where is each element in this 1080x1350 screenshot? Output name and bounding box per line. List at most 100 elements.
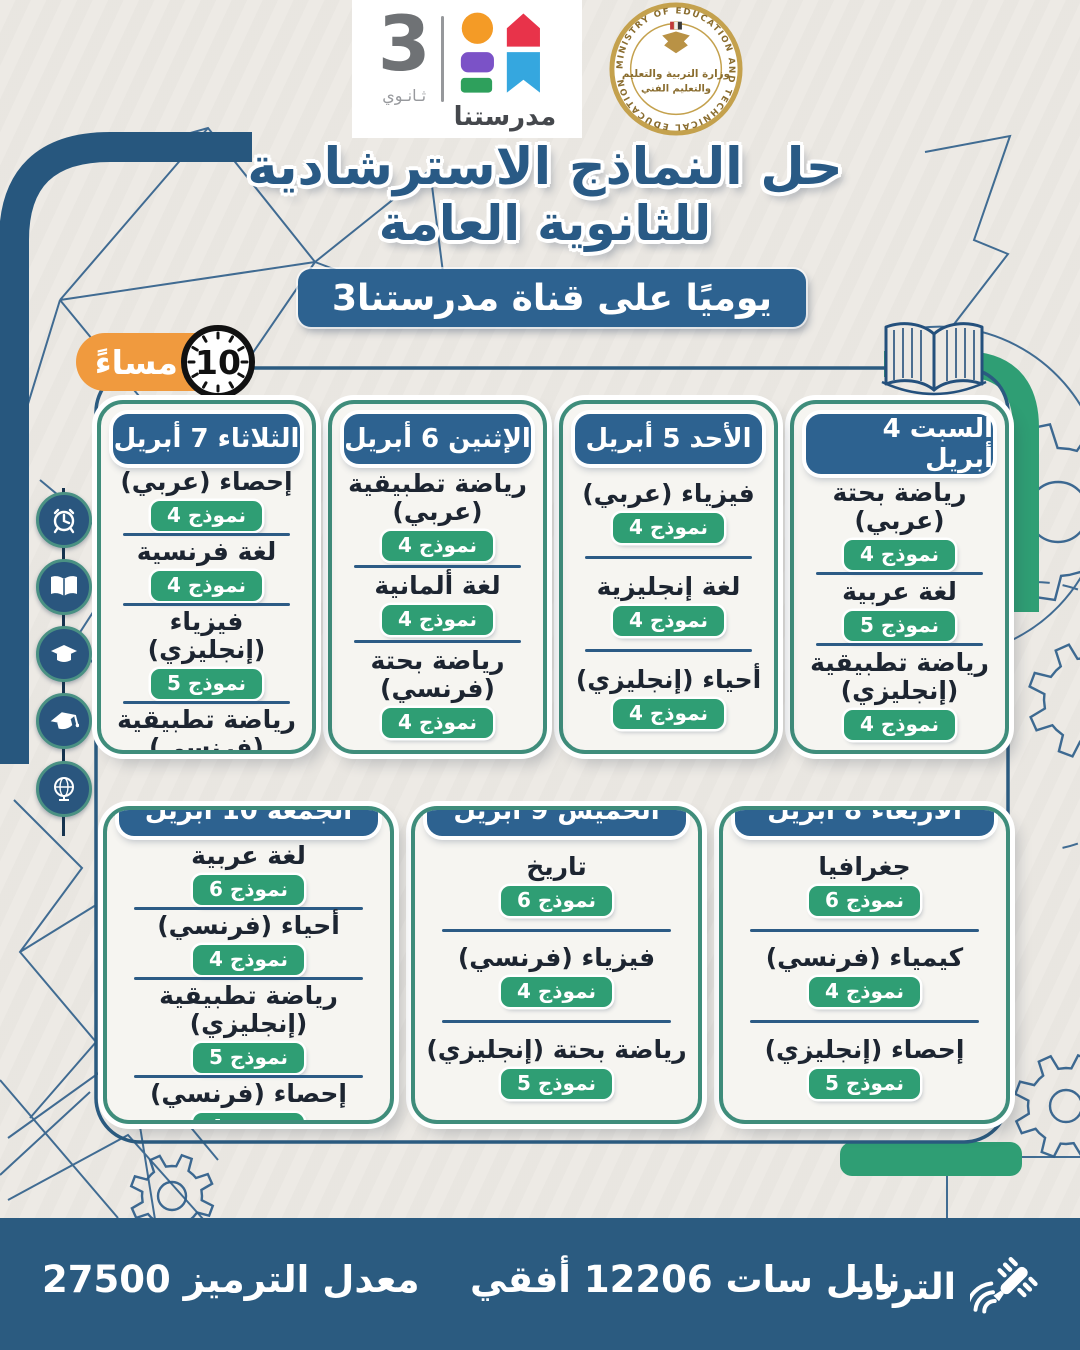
day-label: الثلاثاء 7 أبريل: [113, 424, 300, 454]
subject-name: فيزياء (فرنسي): [457, 943, 656, 973]
symbol-rate-value: معدل الترميز 27500: [42, 1258, 420, 1301]
frequency-value: نايل سات 12206 أفقي: [470, 1258, 901, 1301]
subject-name: رياضة بحتة (عربي): [832, 477, 967, 535]
subject: فيزياء (فرنسي) نموذج 4: [423, 943, 690, 1008]
subject-name: رياضة تطبيقية (إنجليزي): [159, 981, 338, 1038]
subject: إحصاء (إنجليزي) نموذج 5: [731, 1035, 998, 1100]
subject-name: إحصاء (فرنسي): [150, 1079, 347, 1108]
subject-divider: [133, 907, 364, 910]
graduation-cap-icon: [36, 626, 92, 682]
subject-name: رياضة بحتة (إنجليزي): [426, 1035, 687, 1065]
day-card: الأحد 5 أبريل فيزياء (عربي) نموذج 4 لغة إنج…: [559, 400, 778, 754]
subject-list: لغة عربية نموذج 6 أحياء (فرنسي) نموذج 4 رياض…: [107, 838, 390, 1120]
logo-mark-column: مدرستنا: [454, 8, 556, 132]
day-label: الجمعة 10 أبريل: [144, 806, 353, 826]
day-card: الخميس 9 أبريل تاريخ نموذج 6 فيزياء (فرنسي)…: [411, 806, 702, 1124]
subject-name: لغة فرنسية: [136, 537, 277, 566]
subject: رياضة بحتة (إنجليزي) نموذج 5: [423, 1035, 690, 1100]
model-badge: نموذج 6: [808, 885, 921, 916]
model-badge: نموذج 4: [192, 1113, 305, 1120]
channel-logo: 3 ثـانـوي مدرستنا: [352, 0, 582, 138]
model-badge: نموذج 4: [612, 512, 725, 543]
subject-name: أحياء (فرنسي): [157, 911, 340, 940]
schedule-frame: [94, 366, 1010, 1144]
subject: رياضة تطبيقية (عربي) نموذج 4: [340, 469, 535, 562]
day-label: الأحد 5 أبريل: [585, 424, 752, 454]
subject: رياضة بحتة (فرنسي) نموذج 4: [340, 646, 535, 738]
subject-divider: [584, 556, 753, 559]
globe-icon: [36, 761, 92, 817]
subject-name: إحصاء (عربي): [120, 467, 293, 496]
day-card: الأربعاء 8 أبريل جغرافيا نموذج 6 كيمياء (فر…: [719, 806, 1010, 1124]
day-label: السبت 4 أبريل: [882, 414, 993, 474]
day-card: الإثنين 6 أبريل رياضة تطبيقية (عربي) نموذج…: [328, 400, 547, 754]
time-period-label: مساءً: [94, 342, 178, 382]
model-badge: نموذج 5: [500, 1069, 613, 1100]
subject: كيمياء (فرنسي) نموذج 4: [731, 944, 998, 1008]
green-accent-bottom-right: [840, 1142, 1022, 1176]
day-header: الأحد 5 أبريل: [575, 414, 762, 464]
logo-grade-column: 3 ثـانـوي: [378, 5, 431, 105]
subject: رياضة تطبيقية (إنجليزي) نموذج 4: [802, 648, 997, 740]
seal-arabic-line2: والتعليم الفني: [641, 84, 711, 95]
subject: لغة عربية نموذج 6: [115, 842, 382, 905]
model-badge: نموذج 6: [500, 885, 613, 916]
subject: رياضة بحتة (عربي) نموذج 4: [802, 477, 997, 570]
subject: لغة ألمانية نموذج 4: [340, 572, 535, 636]
corner-frame-top-left: [0, 132, 252, 764]
day-label: الإثنين 6 أبريل: [344, 424, 531, 454]
day-header: الإثنين 6 أبريل: [344, 414, 531, 464]
subject-name: رياضة تطبيقية (فرنسي): [117, 705, 296, 754]
subject: لغة عربية نموذج 5: [802, 577, 997, 641]
subject: لغة إنجليزية نموذج 4: [571, 572, 766, 636]
model-badge: نموذج 4: [808, 977, 921, 1008]
subject-list: رياضة بحتة (عربي) نموذج 4 لغة عربية نموذج 5…: [794, 474, 1005, 750]
subject-list: فيزياء (عربي) نموذج 4 لغة إنجليزية نموذج 4 أ…: [563, 464, 774, 750]
subject: إحصاء (عربي) نموذج 4: [109, 468, 304, 531]
satellite-icon: [970, 1256, 1038, 1314]
model-badge: نموذج 4: [843, 539, 956, 570]
ministry-seal: MINISTRY OF EDUCATION AND TECHNICAL EDUC…: [609, 2, 743, 136]
footer-frequency-label-group: التردد: [856, 1252, 1044, 1322]
subject: تاريخ نموذج 6: [423, 852, 690, 916]
day-label: الأربعاء 8 أبريل: [767, 806, 962, 826]
model-badge: نموذج 4: [612, 698, 725, 729]
model-badge: نموذج 6: [192, 875, 305, 905]
broadcast-time: مساءً 10: [76, 325, 260, 399]
day-header: الجمعة 10 أبريل: [119, 806, 378, 836]
frequency-label: التردد: [856, 1266, 956, 1308]
subject-divider: [133, 977, 364, 980]
subject-divider: [815, 572, 984, 575]
day-header: الأربعاء 8 أبريل: [735, 806, 994, 836]
title-line1: حل النماذج الاسترشادية: [247, 138, 843, 197]
day-card: الجمعة 10 أبريل لغة عربية نموذج 6 أحياء (فر…: [103, 806, 394, 1124]
alarm-clock-icon: [36, 492, 92, 548]
subject-name: إحصاء (إنجليزي): [764, 1035, 965, 1065]
day-header: الخميس 9 أبريل: [427, 810, 686, 836]
sidebar-icons: [36, 488, 92, 836]
subject-name: أحياء (إنجليزي): [575, 664, 762, 694]
madrasetna-logo-icon: [460, 12, 540, 93]
subject: إحصاء (فرنسي) نموذج 4: [115, 1079, 382, 1120]
subject-list: رياضة تطبيقية (عربي) نموذج 4 لغة ألمانية نم…: [332, 464, 543, 750]
subject-divider: [353, 639, 522, 643]
day-header: الثلاثاء 7 أبريل: [113, 414, 300, 464]
model-badge: نموذج 4: [192, 945, 305, 975]
model-badge: نموذج 5: [808, 1069, 921, 1100]
schedule-row-top: السبت 4 أبريل رياضة بحتة (عربي) نموذج 4 لغة…: [96, 400, 1009, 754]
graduation-cap-tilted-icon: [36, 693, 92, 749]
subject: جغرافيا نموذج 6: [731, 851, 998, 916]
subject-divider: [749, 928, 980, 932]
subject-divider: [815, 643, 984, 646]
egypt-eagle-icon: [662, 21, 690, 54]
subject: فيزياء (إنجليزي) نموذج 5: [109, 608, 304, 699]
model-badge: نموذج 4: [843, 709, 956, 740]
model-badge: نموذج 4: [381, 605, 494, 636]
subject-name: فيزياء (عربي): [582, 478, 755, 508]
subject-name: جغرافيا: [818, 851, 911, 881]
model-badge: نموذج 5: [843, 610, 956, 641]
subject-name: رياضة تطبيقية (عربي): [348, 469, 527, 527]
subject-divider: [353, 565, 522, 569]
subject: رياضة تطبيقية (فرنسي)نموذج 4: [109, 705, 304, 754]
